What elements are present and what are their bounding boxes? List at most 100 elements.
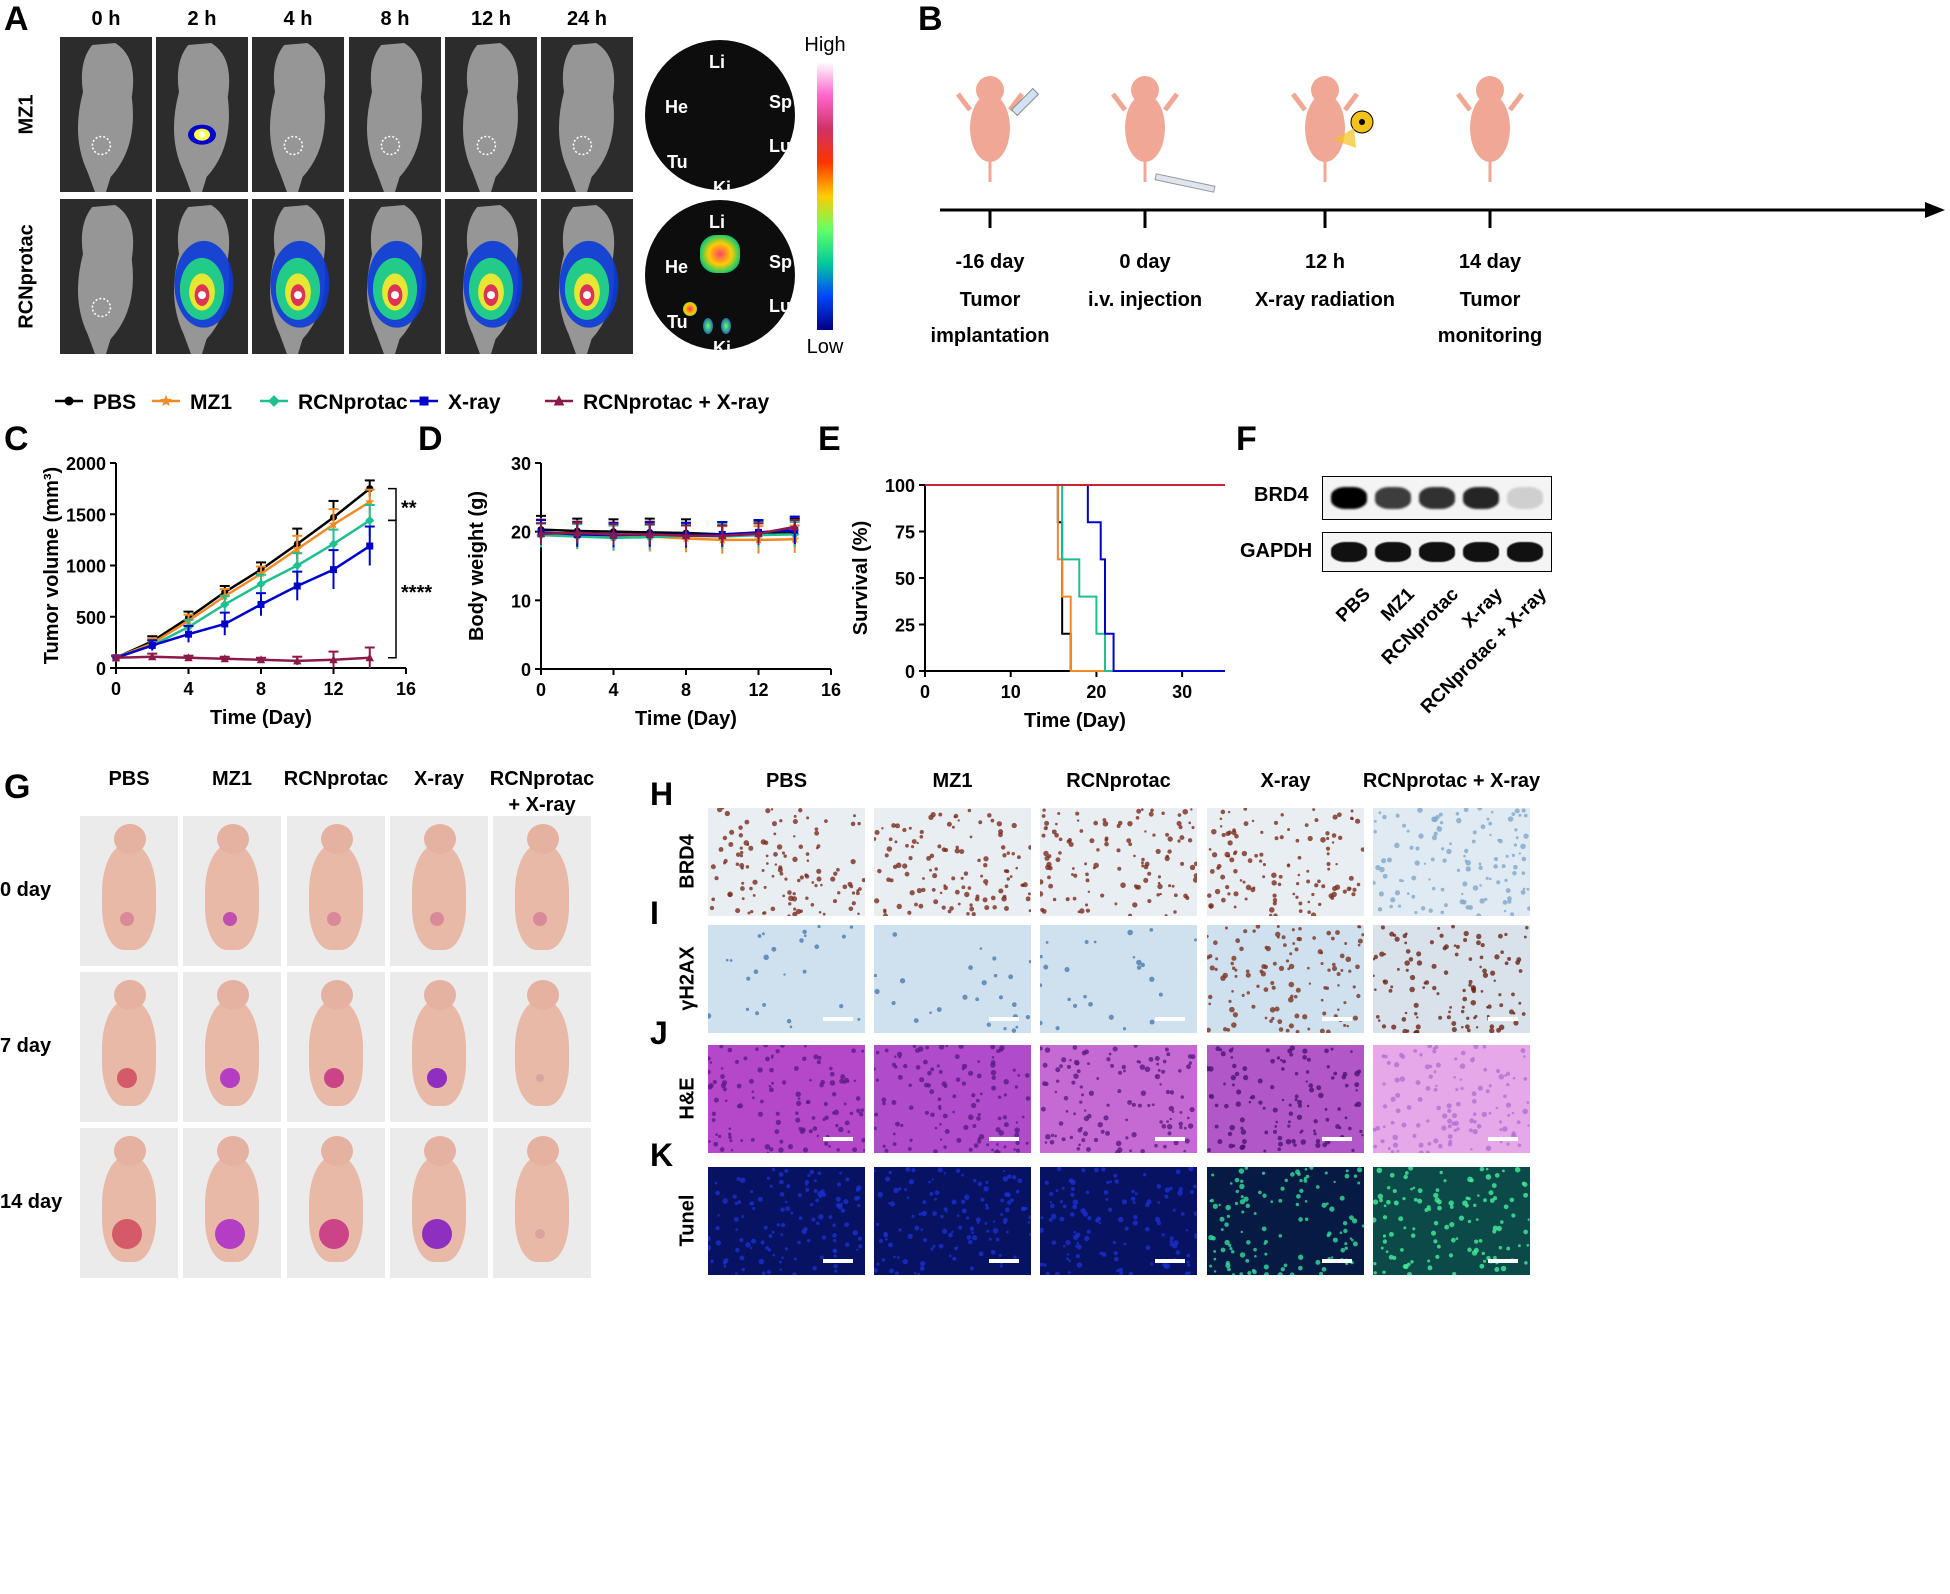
data-point — [256, 655, 266, 664]
ivis-mouse-image — [156, 37, 248, 192]
scale-bar — [989, 1137, 1019, 1141]
y-axis-label: Tumor volume (mm³) — [41, 467, 63, 664]
day-label: 14 day — [0, 1191, 63, 1213]
group-label: RCNprotac — [489, 768, 595, 790]
data-point — [256, 579, 266, 589]
y-tick-label: 0 — [905, 662, 915, 682]
brd4-band — [1331, 487, 1367, 509]
series-pbs — [925, 484, 1225, 672]
mouse-silhouette — [558, 43, 615, 192]
ivis-mouse-image — [349, 199, 441, 354]
y-tick-label: 75 — [895, 523, 915, 543]
colorbar — [817, 62, 833, 330]
colorbar-low: Low — [806, 336, 844, 358]
data-point — [221, 620, 229, 628]
organ-label: Tu — [667, 312, 688, 332]
data-point — [718, 531, 727, 540]
mouse-photo — [390, 816, 488, 966]
row-label: RCNprotac — [15, 223, 38, 329]
data-point — [645, 529, 654, 538]
cell-texture — [1040, 1045, 1196, 1153]
mouse-photo — [183, 1128, 281, 1278]
mouse-body — [412, 1000, 466, 1106]
ivis-mouse-image — [445, 37, 537, 192]
series-line — [115, 544, 371, 659]
mouse-silhouette — [558, 205, 619, 354]
gapdh-band — [1507, 542, 1543, 562]
organ-label: Li — [709, 52, 725, 72]
data-point — [365, 497, 375, 506]
y-tick-label: 1000 — [66, 557, 106, 577]
data-point — [293, 582, 301, 590]
legend-svg: PBS MZ1 RCNprotac X-ray RCNprotac + X-ray — [55, 391, 769, 414]
organ-label: Ki — [713, 338, 731, 350]
x-axis-label: Time (Day) — [635, 708, 737, 730]
mouse-icon — [1291, 76, 1359, 182]
histology-image — [1207, 925, 1364, 1033]
y-tick-label: 50 — [895, 569, 915, 589]
mouse-head — [217, 980, 249, 1010]
ivis-mouse-image — [541, 37, 633, 192]
mouse-silhouette — [173, 205, 234, 354]
timeline-step-line2: implantation — [931, 325, 1050, 347]
histology-group-label: X-ray — [1260, 770, 1311, 792]
panel-a-letter: A — [4, 0, 29, 38]
mouse-head — [217, 1136, 249, 1166]
series-rcnprotac-x-ray — [111, 646, 375, 668]
mouse-silhouette — [366, 205, 427, 354]
histology-group-label: MZ1 — [932, 770, 973, 792]
data-point — [536, 529, 546, 538]
legend-item: RCNprotac — [260, 391, 408, 414]
survival-step-line — [925, 484, 1225, 672]
time-label: 4 h — [283, 8, 313, 30]
x-axis-label: Time (Day) — [210, 707, 312, 729]
mouse-photo — [493, 972, 591, 1122]
x-tick-label: 0 — [920, 682, 930, 702]
histology-group-label: PBS — [765, 770, 808, 792]
mouse-photo — [80, 972, 178, 1122]
ivis-mouse-image — [541, 199, 633, 354]
mouse-icon — [956, 76, 1024, 182]
histology-image — [708, 808, 865, 916]
group-label: MZ1 — [212, 768, 252, 790]
time-label: 2 h — [187, 8, 217, 30]
mouse-silhouette — [173, 43, 230, 192]
data-point — [185, 630, 192, 638]
tumor — [427, 1068, 447, 1088]
significance-label: **** — [401, 582, 432, 604]
histology-image — [1040, 925, 1197, 1033]
day-label: 0 day — [0, 879, 52, 901]
group-label: PBS — [108, 768, 150, 790]
histology-image — [1373, 925, 1530, 1033]
x-tick-label: 8 — [256, 679, 266, 699]
panel-f-western-blot: BRD4 GAPDH PBS MZ1 RCNprotac X-ray RCNprotac +… — [1240, 460, 1570, 760]
mouse-head — [527, 980, 559, 1010]
brd4-band — [1463, 487, 1499, 509]
y-tick-label: 0 — [521, 660, 531, 680]
group-label: RCNprotac — [283, 768, 389, 790]
data-point — [573, 528, 582, 537]
legend-item: X-ray — [410, 391, 501, 414]
panel-letter: J — [650, 1015, 668, 1051]
mouse-head — [114, 1136, 146, 1166]
y-axis-label: Survival (%) — [850, 521, 872, 635]
scale-bar — [1155, 1137, 1185, 1141]
panel-b-letter: B — [918, 0, 943, 38]
histology-image — [708, 925, 865, 1033]
cell-texture — [874, 1167, 1031, 1275]
gapdh-band — [1375, 542, 1411, 562]
tumor — [112, 1219, 142, 1249]
mouse-silhouette — [269, 205, 330, 354]
histology-image — [1373, 808, 1530, 916]
tumor-site — [120, 912, 134, 926]
band-label-brd4: BRD4 — [1254, 484, 1309, 506]
cell-texture — [1040, 928, 1197, 1031]
legend-label: MZ1 — [190, 391, 232, 414]
data-point — [148, 652, 157, 661]
data-point — [754, 529, 763, 538]
ivis-mouse-image — [252, 37, 344, 192]
legend-label: X-ray — [448, 391, 501, 414]
data-point — [330, 566, 337, 574]
panel-letter: K — [650, 1137, 674, 1173]
significance-label: ** — [401, 498, 417, 520]
